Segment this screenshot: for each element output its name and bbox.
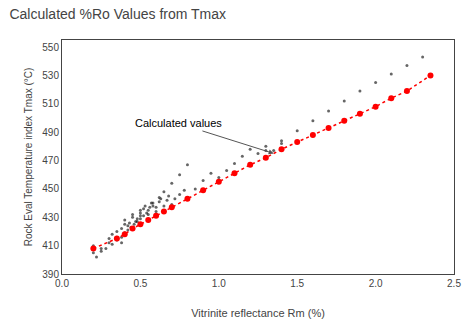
svg-text:0.5: 0.5 [133,278,147,289]
svg-text:2.5: 2.5 [447,278,461,289]
svg-text:390: 390 [42,269,59,280]
svg-text:450: 450 [42,183,59,194]
svg-text:Rock Eval Temperature index Tm: Rock Eval Temperature index Tmax (°C) [23,68,34,247]
svg-text:Vitrinite reflectance Rm (%): Vitrinite reflectance Rm (%) [191,307,325,319]
svg-text:1.0: 1.0 [212,278,226,289]
svg-text:Calculated %Ro Values from Tma: Calculated %Ro Values from Tmax [9,6,226,22]
svg-text:550: 550 [42,42,59,53]
svg-text:510: 510 [42,98,59,109]
svg-text:1.5: 1.5 [290,278,304,289]
svg-text:430: 430 [42,212,59,223]
svg-text:Calculated values: Calculated values [135,117,222,129]
svg-text:470: 470 [42,155,59,166]
svg-text:0.0: 0.0 [55,278,69,289]
svg-text:2.0: 2.0 [369,278,383,289]
svg-text:530: 530 [42,70,59,81]
svg-text:490: 490 [42,127,59,138]
svg-text:410: 410 [42,240,59,251]
